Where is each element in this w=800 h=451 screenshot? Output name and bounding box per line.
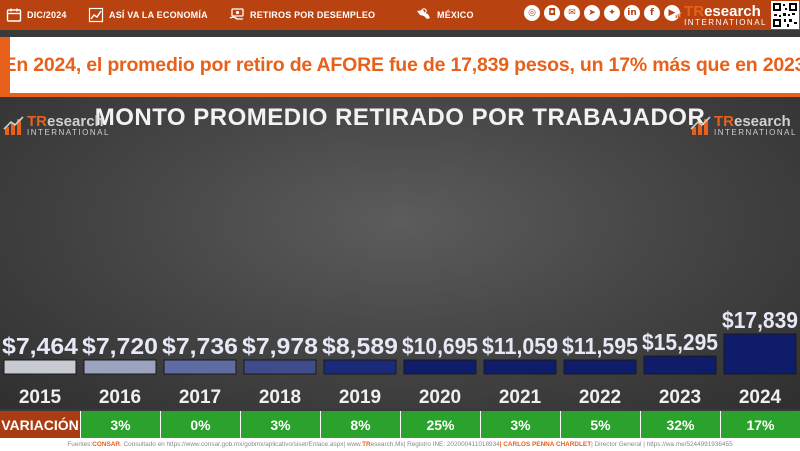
brand-left-esearch: esearch: [47, 113, 104, 130]
linkedin-icon[interactable]: in: [624, 5, 640, 21]
bar-2020: [403, 359, 477, 375]
footer-role[interactable]: | Director General | https://wa.me/52449…: [591, 441, 733, 448]
instagram-icon[interactable]: ◘: [544, 5, 560, 21]
headline-divider: [0, 93, 800, 97]
bar-2017: [163, 359, 237, 375]
topbar-economy[interactable]: ASÍ VA LA ECONOMÍA: [88, 0, 208, 30]
variation-cell-2020: 25%: [400, 411, 480, 438]
year-label-2021: 2021: [499, 387, 542, 408]
variation-label: VARIACIÓN: [0, 411, 80, 438]
calendar-icon: [6, 8, 22, 22]
tresearch-logo-icon: [690, 115, 711, 135]
tresearch-logo-icon: [3, 115, 24, 135]
brand-right-tr: TR: [714, 113, 734, 130]
topbar-retiros-label: RETIROS POR DESEMPLEO: [250, 10, 376, 20]
footer-tr: TR: [362, 441, 371, 448]
variation-cell-2021: 3%: [480, 411, 560, 438]
brand-logo-top[interactable]: TResearch INTERNATIONAL: [675, 1, 767, 29]
chart-title: MONTO PROMEDIO RETIRADO POR TRABAJADOR: [94, 104, 706, 131]
top-bar: DIC/2024 ASÍ VA LA ECONOMÍA RETIROS POR …: [0, 0, 800, 30]
bar-2022: [563, 359, 637, 375]
social-icons: ◎ ◘ ✉ ➤ ✦ in f ▶: [524, 5, 680, 21]
footer-esearch[interactable]: esearch.Mx: [370, 441, 404, 448]
bar-chart: $7,464 $7,720 $7,736 $7,978 $8,589 $10,695 $11…: [2, 307, 798, 408]
brand-logo-right: TResearch INTERNATIONAL: [690, 114, 797, 137]
bar-2021: [483, 359, 557, 375]
brand-right-esearch: esearch: [734, 113, 791, 130]
qr-code-icon[interactable]: [771, 1, 799, 29]
brand-top-sub: INTERNATIONAL: [684, 17, 767, 27]
headline: En 2024, el promedio por retiro de AFORE…: [3, 53, 800, 76]
year-label-2017: 2017: [179, 387, 221, 408]
email-icon[interactable]: ✉: [564, 5, 580, 21]
telegram-icon[interactable]: ➤: [584, 5, 600, 21]
bar-value-label-2022: $11,595: [562, 333, 638, 359]
variation-cell-2019: 8%: [320, 411, 400, 438]
variation-cell-2024: 17%: [720, 411, 800, 438]
footer-registry: | Registro INE: 202000411018934: [403, 441, 500, 448]
topbar-mexico[interactable]: MÉXICO: [416, 0, 474, 30]
brand-left-sub: INTERNATIONAL: [27, 128, 110, 137]
topbar-economy-label: ASÍ VA LA ECONOMÍA: [109, 10, 208, 20]
topbar-date: DIC/2024: [6, 0, 67, 30]
globe-icon[interactable]: ◎: [524, 5, 540, 21]
bar-2019: [323, 359, 397, 375]
brand-top-esearch: esearch: [704, 2, 761, 20]
year-label-2018: 2018: [259, 387, 301, 408]
bars-layer: [3, 333, 797, 375]
headline-accent: [0, 37, 10, 93]
headline-box: En 2024, el promedio por retiro de AFORE…: [0, 37, 800, 93]
variation-cell-2016: 3%: [80, 411, 160, 438]
bar-value-label-2020: $10,695: [402, 333, 478, 359]
twitter-icon[interactable]: ✦: [604, 5, 620, 21]
money-hand-icon: [229, 8, 244, 20]
year-labels-layer: 2015 2016 2017 2018 2019 2020 2021 2022 2023 2024: [19, 387, 782, 408]
bar-2023: [643, 355, 717, 375]
variation-cell-2017: 0%: [160, 411, 240, 438]
bar-value-label-2021: $11,059: [482, 333, 558, 359]
brand-left-tr: TR: [27, 113, 47, 130]
bar-value-label-2017: $7,736: [162, 333, 238, 359]
footer-source-url[interactable]: . Consultado en https://www.consar.gob.m…: [119, 441, 363, 448]
footer-source-name[interactable]: CONSAR: [92, 441, 120, 448]
variation-cell-2023: 32%: [640, 411, 720, 438]
brand-logo-left: TResearch INTERNATIONAL: [3, 114, 110, 137]
variation-cell-2018: 3%: [240, 411, 320, 438]
topbar-retiros[interactable]: RETIROS POR DESEMPLEO: [229, 0, 375, 30]
brand-top-tr: TR: [684, 2, 705, 20]
topbar-date-label: DIC/2024: [27, 10, 67, 20]
bar-value-label-2018: $7,978: [242, 333, 318, 359]
tresearch-logo-icon: [675, 11, 682, 18]
bar-2015: [3, 359, 77, 375]
year-label-2023: 2023: [659, 387, 701, 408]
mexico-map-icon: [417, 8, 430, 19]
topbar-mexico-label: MÉXICO: [437, 10, 474, 20]
facebook-icon[interactable]: f: [644, 5, 660, 21]
year-label-2024: 2024: [739, 387, 782, 408]
footer-author: | CARLOS PENNA CHARDLET: [499, 441, 592, 448]
year-label-2020: 2020: [419, 387, 461, 408]
bar-value-label-2024: $17,839: [722, 307, 798, 333]
variation-cell-2022: 5%: [560, 411, 640, 438]
footer-source-label: Fuentes:: [67, 441, 93, 448]
value-labels-layer: $7,464 $7,720 $7,736 $7,978 $8,589 $10,695 $11…: [2, 307, 798, 359]
year-label-2015: 2015: [19, 387, 62, 408]
bar-value-label-2016: $7,720: [82, 333, 158, 359]
year-label-2019: 2019: [339, 387, 381, 408]
year-label-2022: 2022: [579, 387, 621, 408]
brand-right-sub: INTERNATIONAL: [714, 128, 797, 137]
bar-value-label-2023: $15,295: [642, 329, 718, 355]
bar-value-label-2019: $8,589: [322, 333, 398, 359]
footer: Fuentes: CONSAR . Consultado en https://…: [0, 438, 800, 451]
bar-value-label-2015: $7,464: [2, 333, 78, 359]
economy-icon: [88, 7, 104, 23]
bar-2016: [83, 359, 157, 375]
year-label-2016: 2016: [99, 387, 141, 408]
bar-2024: [723, 333, 797, 375]
bar-2018: [243, 359, 317, 375]
